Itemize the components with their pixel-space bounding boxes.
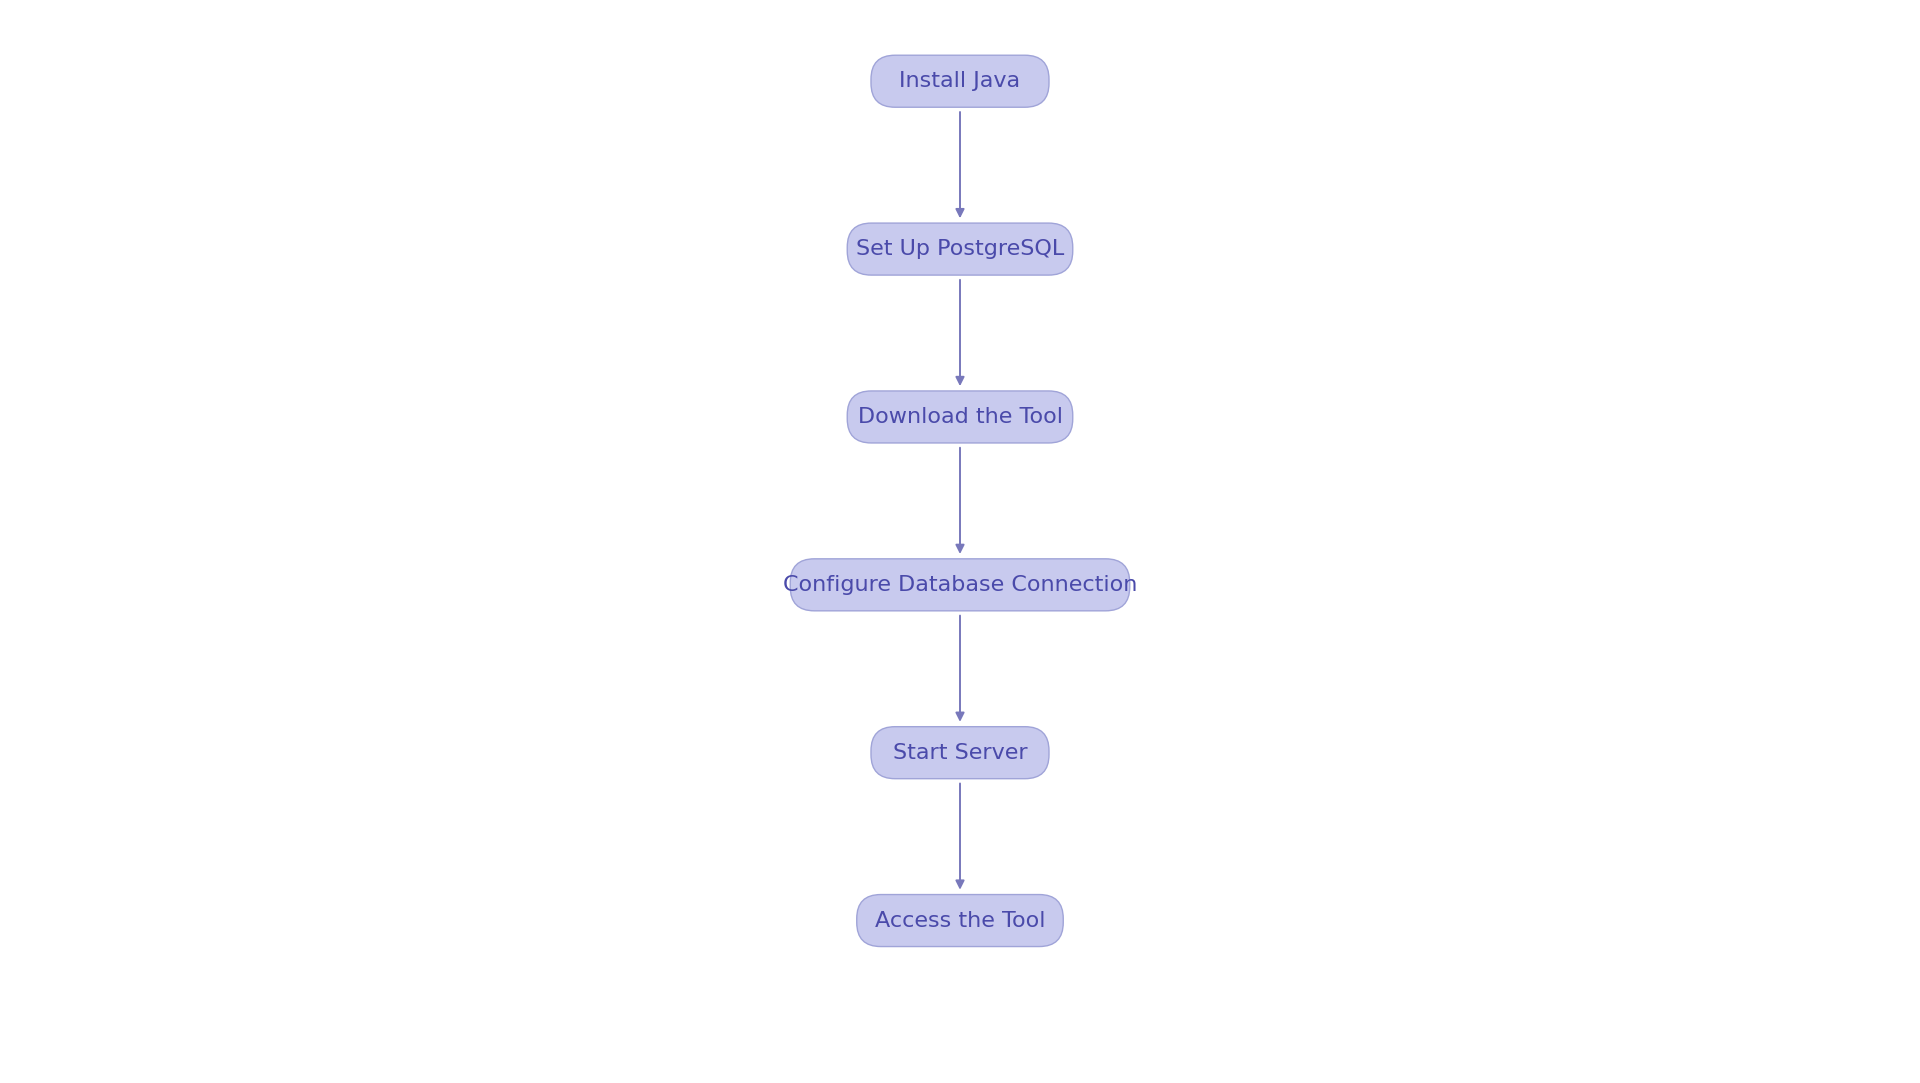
FancyBboxPatch shape bbox=[872, 55, 1048, 107]
Text: Download the Tool: Download the Tool bbox=[858, 407, 1062, 427]
FancyBboxPatch shape bbox=[872, 727, 1048, 779]
Text: Access the Tool: Access the Tool bbox=[876, 911, 1044, 930]
FancyBboxPatch shape bbox=[847, 223, 1073, 275]
Text: Configure Database Connection: Configure Database Connection bbox=[783, 575, 1137, 595]
Text: Start Server: Start Server bbox=[893, 743, 1027, 762]
FancyBboxPatch shape bbox=[847, 391, 1073, 443]
Text: Set Up PostgreSQL: Set Up PostgreSQL bbox=[856, 239, 1064, 259]
FancyBboxPatch shape bbox=[791, 559, 1129, 611]
Text: Install Java: Install Java bbox=[899, 71, 1021, 91]
FancyBboxPatch shape bbox=[856, 895, 1064, 947]
